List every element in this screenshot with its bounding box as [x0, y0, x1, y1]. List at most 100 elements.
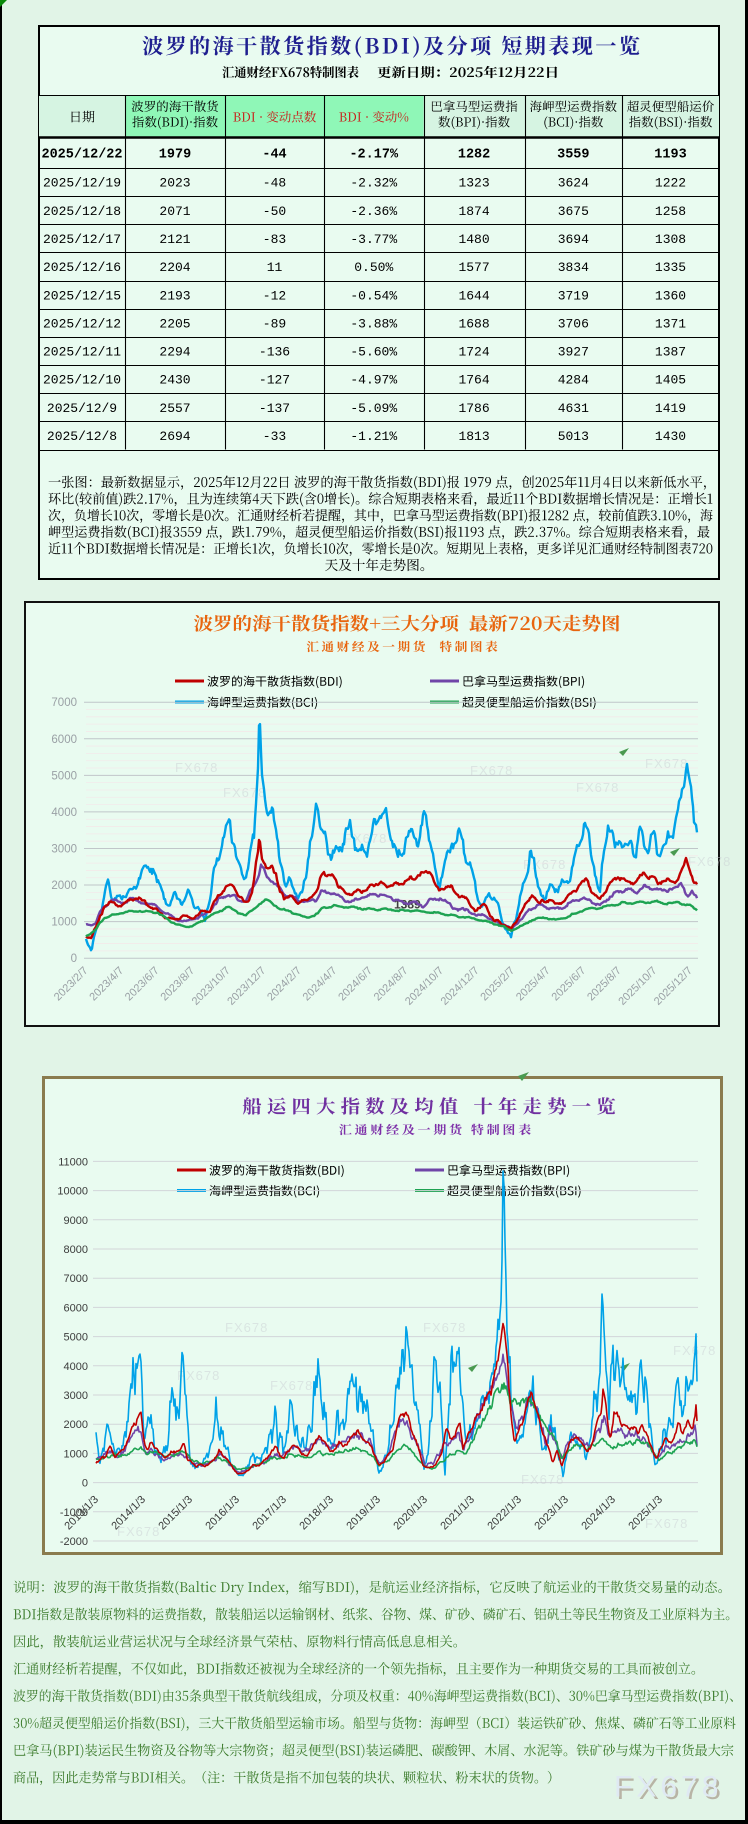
- svg-text:1371: 1371: [655, 316, 686, 331]
- svg-text:-50: -50: [263, 204, 286, 219]
- svg-text:FX678: FX678: [423, 1320, 466, 1335]
- svg-text:1258: 1258: [655, 204, 686, 219]
- svg-text:2025/12/19: 2025/12/19: [43, 176, 121, 191]
- svg-text:8000: 8000: [64, 1244, 88, 1256]
- svg-text:1419: 1419: [655, 401, 686, 416]
- svg-text:FX678: FX678: [645, 756, 688, 771]
- svg-text:3000: 3000: [64, 1390, 88, 1402]
- svg-text:-1000: -1000: [60, 1507, 88, 1519]
- svg-text:3694: 3694: [558, 232, 589, 247]
- svg-text:1335: 1335: [655, 260, 686, 275]
- svg-text:2204: 2204: [159, 260, 190, 275]
- svg-text:11: 11: [267, 260, 283, 275]
- svg-text:FX678: FX678: [645, 1516, 688, 1531]
- svg-text:1360: 1360: [655, 288, 686, 303]
- svg-text:-2.36%: -2.36%: [350, 204, 397, 219]
- svg-text:1282: 1282: [458, 148, 490, 163]
- svg-text:-137: -137: [259, 401, 290, 416]
- svg-text:-44: -44: [262, 148, 286, 163]
- svg-text:2430: 2430: [159, 373, 190, 388]
- svg-text:-3.88%: -3.88%: [350, 316, 397, 331]
- svg-text:1644: 1644: [458, 288, 489, 303]
- svg-text:2025/12/18: 2025/12/18: [43, 204, 121, 219]
- svg-text:-127: -127: [259, 373, 290, 388]
- svg-text:2025/12/17: 2025/12/17: [43, 232, 121, 247]
- svg-text:-5.09%: -5.09%: [350, 401, 397, 416]
- svg-text:2557: 2557: [159, 401, 190, 416]
- svg-text:2193: 2193: [159, 288, 190, 303]
- svg-text:FX678: FX678: [614, 1771, 722, 1804]
- svg-text:-33: -33: [263, 429, 286, 444]
- svg-text:1688: 1688: [458, 316, 489, 331]
- svg-text:1323: 1323: [458, 176, 489, 191]
- svg-text:2025/12/9: 2025/12/9: [47, 401, 117, 416]
- svg-text:1874: 1874: [458, 204, 489, 219]
- svg-text:2025/12/11: 2025/12/11: [43, 345, 121, 360]
- svg-text:-1.21%: -1.21%: [350, 429, 397, 444]
- svg-text:2294: 2294: [159, 345, 190, 360]
- svg-text:FX678: FX678: [223, 785, 266, 800]
- svg-text:4000: 4000: [51, 807, 77, 819]
- svg-text:FX678: FX678: [617, 1773, 725, 1806]
- svg-text:2023: 2023: [159, 176, 190, 191]
- svg-text:FX678: FX678: [470, 763, 513, 778]
- svg-text:FX678: FX678: [673, 1343, 716, 1358]
- svg-text:7000: 7000: [51, 697, 77, 709]
- svg-text:-4.97%: -4.97%: [350, 373, 397, 388]
- svg-text:1222: 1222: [655, 176, 686, 191]
- svg-text:2000: 2000: [64, 1419, 88, 1431]
- svg-text:2694: 2694: [159, 429, 190, 444]
- svg-text:1000: 1000: [64, 1448, 88, 1460]
- svg-text:10000: 10000: [57, 1186, 88, 1198]
- svg-text:FX678: FX678: [576, 780, 619, 795]
- svg-text:5000: 5000: [51, 770, 77, 782]
- svg-text:1430: 1430: [655, 429, 686, 444]
- svg-text:1308: 1308: [655, 232, 686, 247]
- svg-text:1577: 1577: [458, 260, 489, 275]
- svg-text:3706: 3706: [558, 316, 589, 331]
- svg-text:FX678: FX678: [177, 1368, 220, 1383]
- svg-text:0.50%: 0.50%: [354, 260, 393, 275]
- svg-text:3834: 3834: [558, 260, 589, 275]
- svg-text:FX678: FX678: [117, 1524, 160, 1539]
- svg-text:-48: -48: [263, 176, 286, 191]
- svg-text:3927: 3927: [558, 345, 589, 360]
- svg-text:11000: 11000: [58, 1156, 88, 1168]
- svg-text:7000: 7000: [64, 1273, 88, 1285]
- svg-text:1764: 1764: [458, 373, 489, 388]
- svg-text:FX678: FX678: [521, 1472, 564, 1487]
- svg-text:-3.77%: -3.77%: [350, 232, 397, 247]
- svg-text:1786: 1786: [458, 401, 489, 416]
- svg-text:2025/12/10: 2025/12/10: [43, 373, 121, 388]
- svg-text:2121: 2121: [159, 232, 190, 247]
- svg-text:2025/12/15: 2025/12/15: [43, 288, 121, 303]
- svg-text:-5.60%: -5.60%: [350, 345, 397, 360]
- svg-text:-136: -136: [259, 345, 290, 360]
- svg-text:FX678: FX678: [175, 760, 218, 775]
- svg-text:-0.54%: -0.54%: [350, 288, 397, 303]
- svg-text:6000: 6000: [64, 1302, 88, 1314]
- svg-text:2025/12/16: 2025/12/16: [43, 260, 121, 275]
- svg-text:1724: 1724: [458, 345, 489, 360]
- svg-text:0: 0: [82, 1478, 88, 1490]
- svg-text:FX678: FX678: [688, 854, 731, 869]
- svg-text:2000: 2000: [51, 880, 77, 892]
- svg-text:1000: 1000: [51, 917, 77, 929]
- svg-text:5013: 5013: [558, 429, 589, 444]
- svg-text:-83: -83: [263, 232, 286, 247]
- svg-text:-12: -12: [263, 288, 286, 303]
- svg-text:2025/12/12: 2025/12/12: [43, 316, 121, 331]
- svg-text:1405: 1405: [655, 373, 686, 388]
- svg-text:-2.17%: -2.17%: [349, 148, 399, 163]
- svg-text:6000: 6000: [51, 734, 77, 746]
- svg-text:-89: -89: [263, 316, 286, 331]
- svg-text:1979: 1979: [159, 148, 191, 163]
- svg-text:3719: 3719: [558, 288, 589, 303]
- svg-text:1480: 1480: [458, 232, 489, 247]
- svg-text:5000: 5000: [64, 1332, 88, 1344]
- svg-text:3559: 3559: [557, 148, 589, 163]
- svg-text:-2.32%: -2.32%: [350, 176, 397, 191]
- svg-text:2025/12/8: 2025/12/8: [47, 429, 117, 444]
- svg-text:3000: 3000: [51, 843, 77, 855]
- svg-text:9000: 9000: [64, 1215, 88, 1227]
